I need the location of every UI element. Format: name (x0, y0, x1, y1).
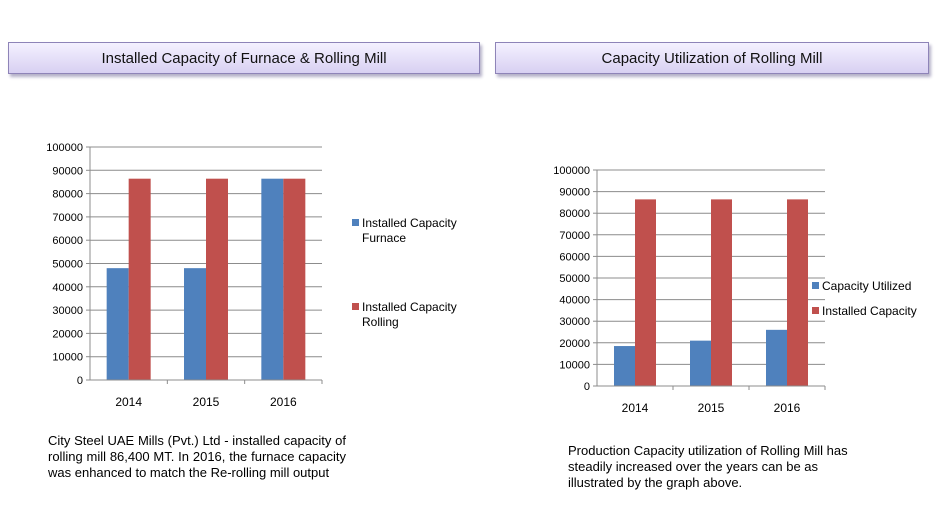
legend-entry: Installed Capacity (822, 304, 917, 318)
bar-installed-capacity-rolling-2016 (283, 178, 306, 380)
x-tick-label: 2015 (698, 401, 725, 415)
bar-installed-capacity-furnace-2016 (261, 178, 284, 380)
y-tick-label: 10000 (559, 359, 590, 371)
bar-installed-capacity-furnace-2015 (184, 268, 206, 380)
y-tick-label: 0 (77, 375, 83, 387)
right-chart-header: Capacity Utilization of Rolling Mill (495, 42, 929, 74)
bar-installed-capacity-rolling-2014 (128, 178, 151, 380)
legend-swatch (352, 303, 359, 310)
legend-entry: Capacity Utilized (822, 279, 911, 293)
rolling-mill-utilization-chart: 0 10000 20000 30000 40000 50000 60000 70000 8000… (553, 165, 917, 415)
bar-capacity-utilized-2015 (690, 340, 711, 386)
y-tick-label: 40000 (559, 295, 590, 307)
y-tick-label: 100000 (46, 142, 83, 154)
x-tick-label: 2016 (774, 401, 801, 415)
y-tick-label: 90000 (52, 165, 83, 177)
y-tick-label: 100000 (553, 165, 590, 177)
y-tick-label: 10000 (52, 352, 83, 364)
y-tick-label: 80000 (52, 189, 83, 201)
y-tick-label: 50000 (559, 273, 590, 285)
y-tick-label: 20000 (52, 328, 83, 340)
y-tick-label: 0 (584, 381, 590, 393)
bar-installed-capacity-furnace-2014 (106, 268, 129, 380)
y-tick-label: 60000 (52, 235, 83, 247)
bar-capacity-utilized-2016 (766, 329, 787, 386)
legend-swatch (812, 282, 819, 289)
left-chart-header: Installed Capacity of Furnace & Rolling … (8, 42, 480, 74)
bar-installed-capacity-2015 (711, 199, 732, 386)
y-tick-label: 40000 (52, 282, 83, 294)
y-tick-label: 90000 (559, 187, 590, 199)
x-tick-label: 2014 (115, 395, 142, 409)
y-tick-label: 70000 (52, 212, 83, 224)
legend-swatch (352, 219, 359, 226)
x-tick-label: 2015 (193, 395, 220, 409)
y-tick-label: 80000 (559, 208, 590, 220)
legend-entry: Installed Capacity Furnace (362, 216, 457, 245)
y-tick-label: 60000 (559, 251, 590, 263)
bar-installed-capacity-rolling-2015 (206, 178, 228, 380)
y-tick-label: 20000 (559, 338, 590, 350)
bar-capacity-utilized-2014 (614, 346, 635, 386)
y-tick-label: 50000 (52, 259, 83, 271)
legend-entry: Installed Capacity Rolling (362, 300, 457, 329)
y-tick-label: 30000 (559, 316, 590, 328)
x-tick-label: 2014 (622, 401, 649, 415)
furnace-rolling-capacity-chart: 0 10000 20000 30000 40000 50000 60000 70000 8000… (46, 142, 457, 409)
left-chart-caption: City Steel UAE Mills (Pvt.) Ltd - instal… (48, 433, 346, 480)
x-tick-label: 2016 (270, 395, 297, 409)
bar-installed-capacity-2016 (787, 199, 808, 386)
bar-installed-capacity-2014 (635, 199, 656, 386)
y-tick-label: 30000 (52, 305, 83, 317)
right-chart-caption: Production Capacity utilization of Rolli… (568, 443, 848, 490)
y-tick-label: 70000 (559, 230, 590, 242)
legend-swatch (812, 307, 819, 314)
